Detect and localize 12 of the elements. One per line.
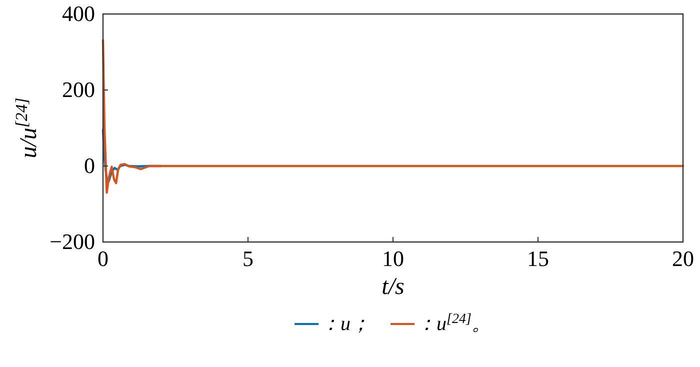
- y-tick-label: 400: [62, 1, 95, 26]
- x-tick-label: 15: [527, 246, 549, 271]
- x-axis-title: t/s: [382, 274, 404, 300]
- x-tick-label: 20: [672, 246, 694, 271]
- x-tick-label: 10: [382, 246, 404, 271]
- y-tick-label: 200: [62, 77, 95, 102]
- y-tick-label: −200: [50, 229, 95, 254]
- legend-label: ：u$^{[24]}$。: [416, 312, 492, 335]
- y-tick-label: 0: [84, 153, 95, 178]
- legend-label: ：u；: [320, 313, 371, 335]
- x-tick-label: 5: [242, 246, 254, 271]
- line-series: [102, 39, 684, 194]
